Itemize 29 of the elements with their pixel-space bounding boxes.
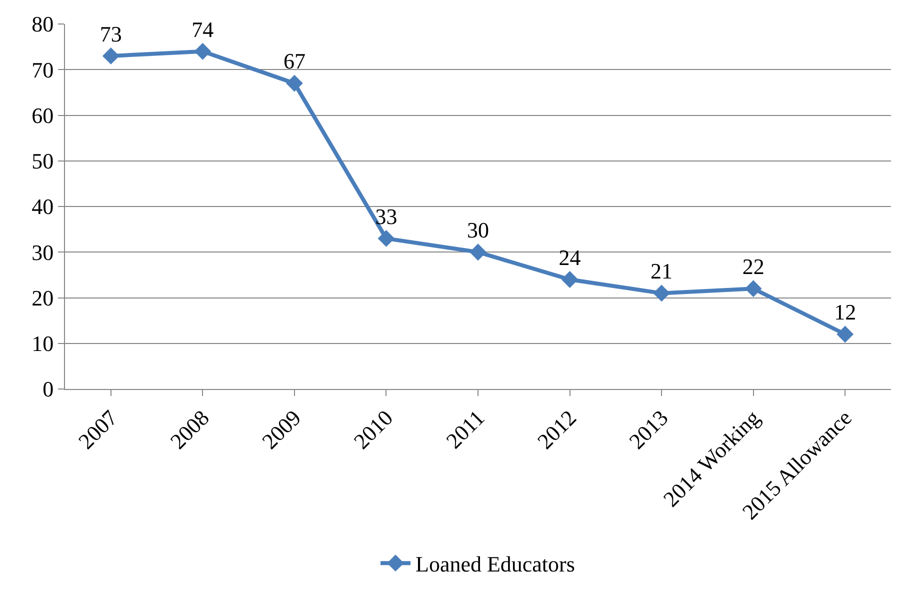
y-tick-label: 60 xyxy=(32,102,54,128)
x-tick-label: 2011 xyxy=(441,405,490,454)
y-tick-label: 50 xyxy=(32,148,54,174)
data-label: 73 xyxy=(100,21,122,46)
legend-label: Loaned Educators xyxy=(416,552,575,577)
point xyxy=(561,271,578,288)
point xyxy=(836,326,854,343)
y-tick-label: 30 xyxy=(32,240,54,265)
y-tick-label: 20 xyxy=(32,285,54,310)
data-label: 74 xyxy=(192,16,214,42)
point xyxy=(378,230,395,247)
data-label: 30 xyxy=(467,218,489,243)
point xyxy=(653,284,670,302)
y-tick-label: 10 xyxy=(32,331,54,356)
y-tick-label: 0 xyxy=(42,376,54,402)
data-label: 12 xyxy=(834,300,856,325)
y-tick-label: 40 xyxy=(32,194,54,220)
data-label: 33 xyxy=(375,204,398,229)
point xyxy=(744,280,762,298)
data-label: 67 xyxy=(283,48,306,74)
y-tick-label: 80 xyxy=(32,12,54,37)
point xyxy=(470,244,486,261)
point xyxy=(102,47,120,64)
y-tick-label: 70 xyxy=(32,57,54,82)
data-label: 21 xyxy=(650,258,673,284)
point xyxy=(286,74,303,92)
data-label: 22 xyxy=(742,254,764,280)
data-label: 24 xyxy=(558,244,581,270)
point xyxy=(194,42,212,60)
